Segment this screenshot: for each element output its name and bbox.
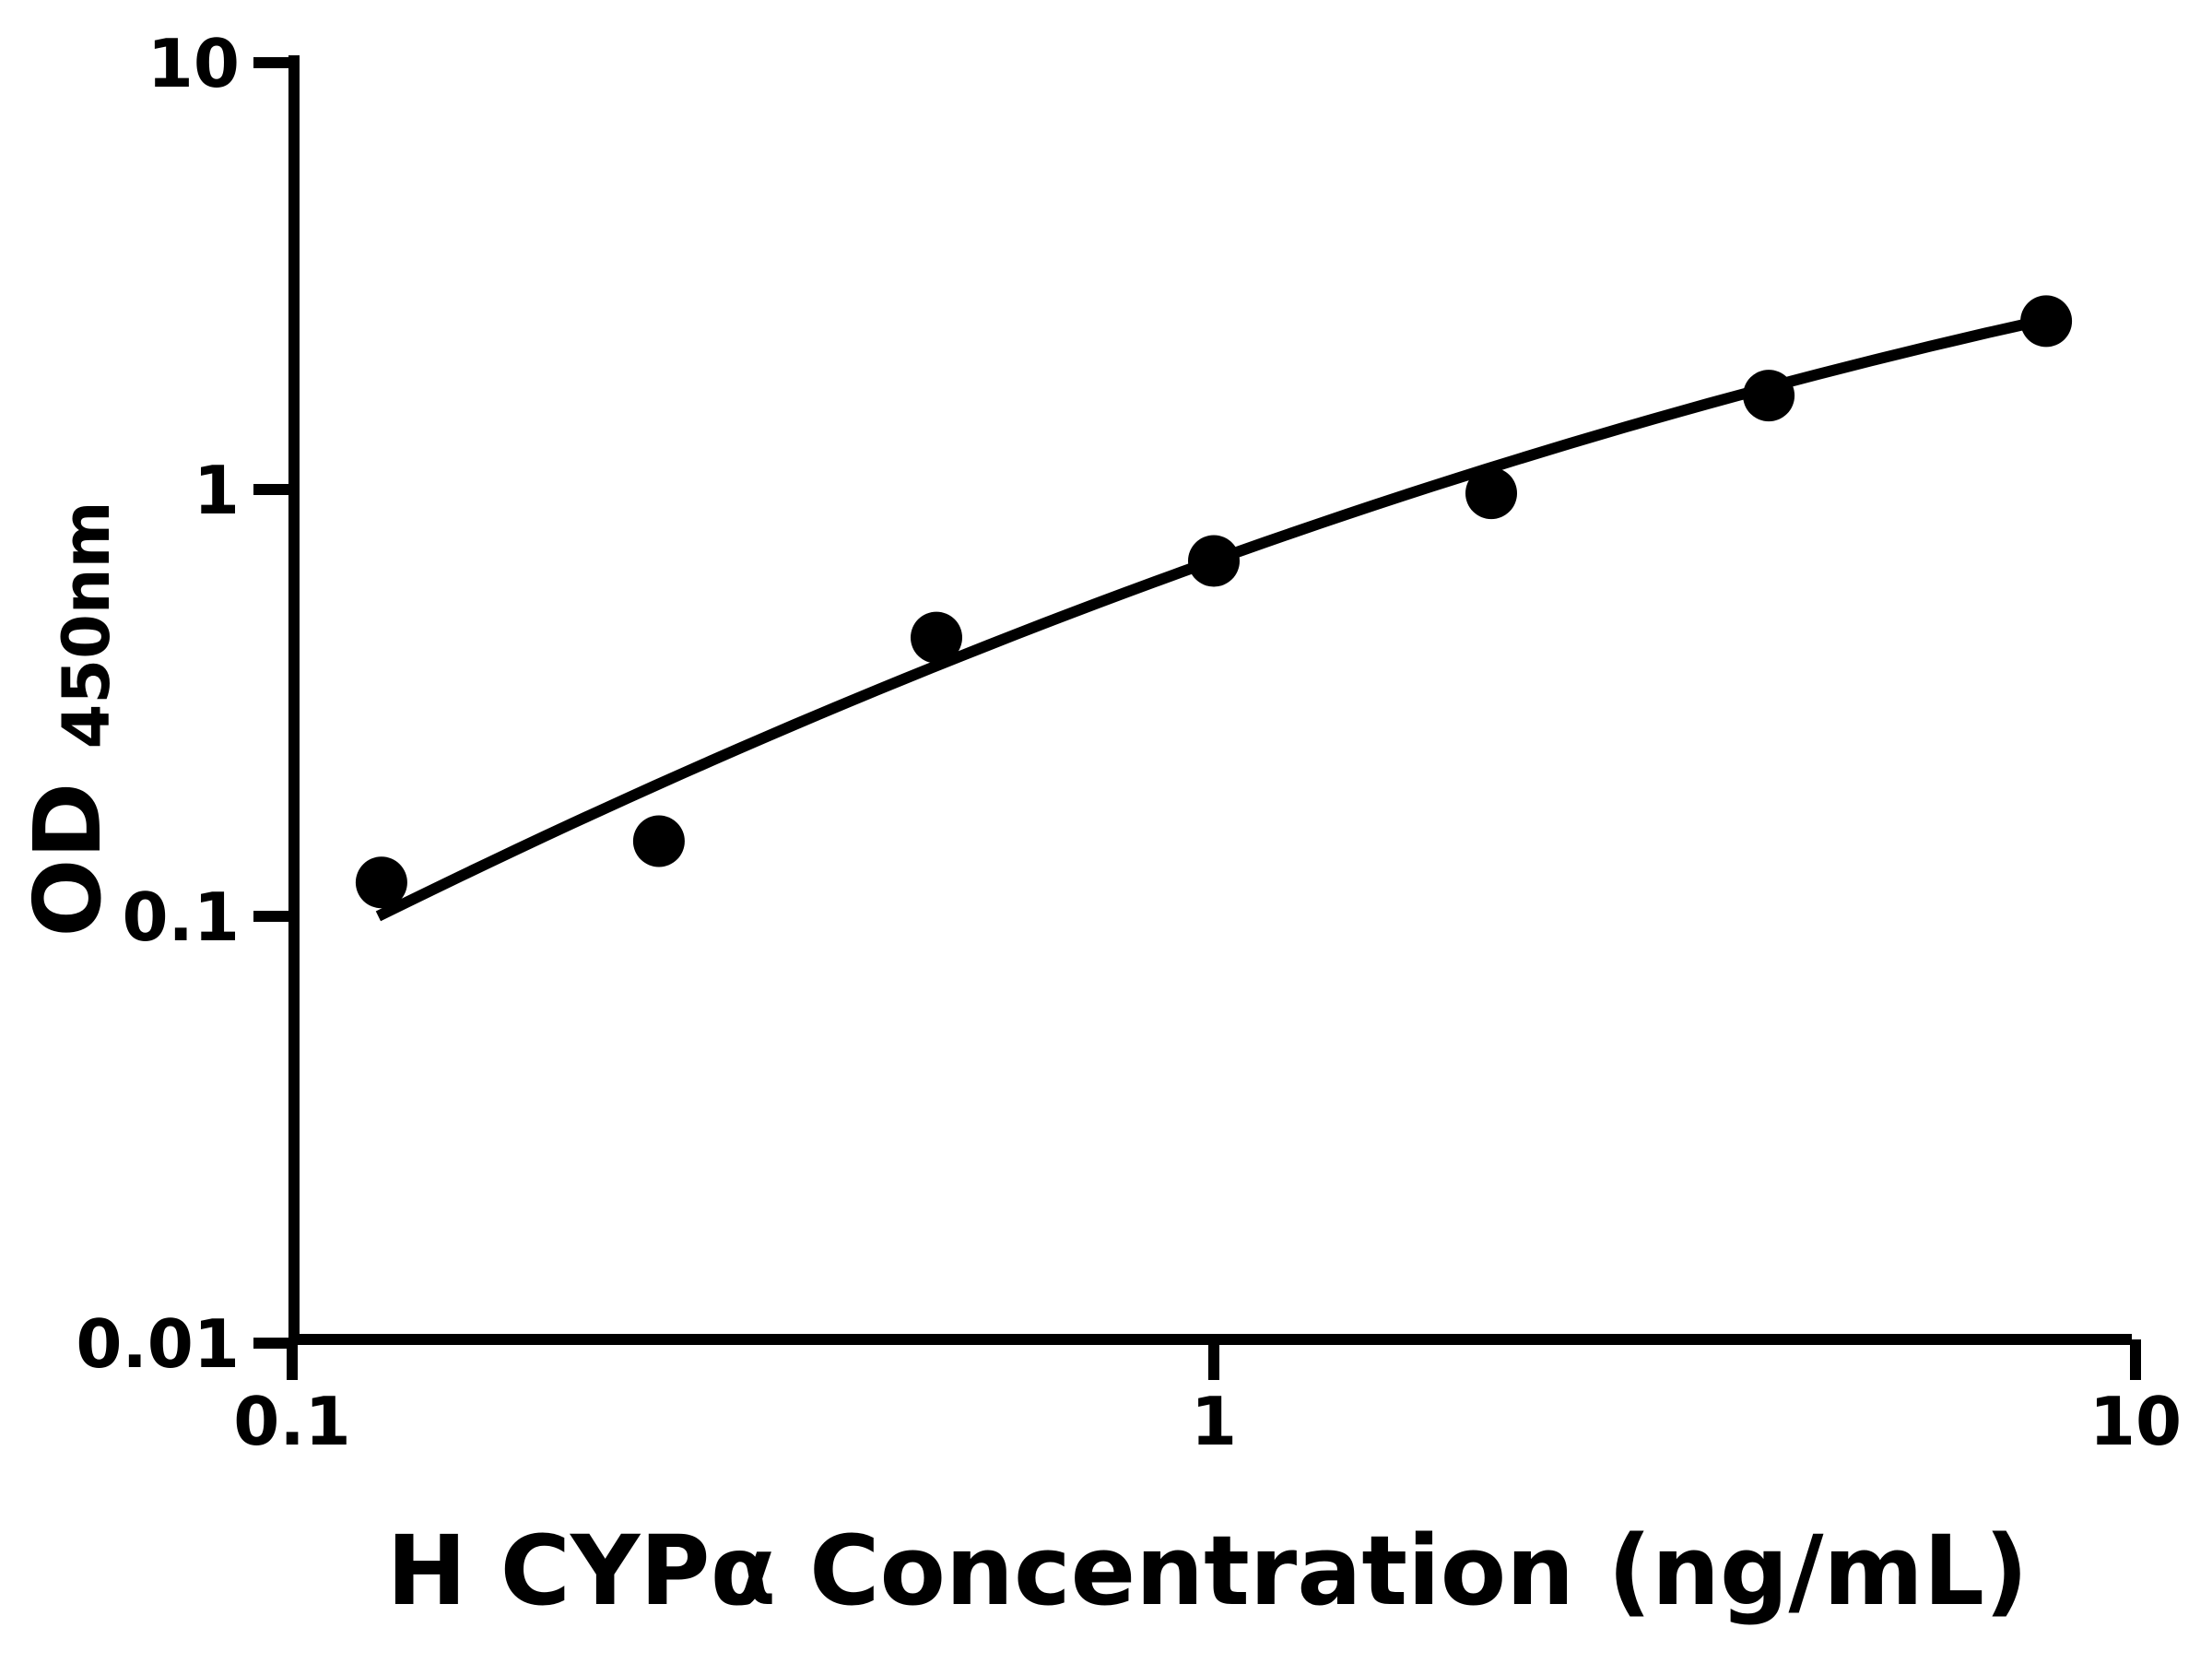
data-point [2020,295,2073,348]
y-tick-label: 1 [194,452,240,529]
y-axis-ticks: 10 1 0.1 0.01 [76,25,294,1383]
x-axis-title: H CYPα Concentration (ng/mL) [386,1515,2028,1627]
data-point [911,611,962,664]
data-point [1743,370,1795,422]
data-point [632,815,685,867]
y-tick-label: 10 [147,25,240,102]
y-axis-title: OD 450nm [10,501,124,937]
y-axis-title-subscript: 450nm [49,501,124,749]
x-axis-ticks: 0.1 1 10 [233,1339,2182,1460]
y-tick-label: 0.1 [122,879,240,956]
x-tick-label: 1 [1191,1383,1237,1460]
y-axis-title-main: OD [14,783,122,938]
fitted-standard-curve [375,314,2042,922]
x-tick-label: 0.1 [233,1383,351,1460]
data-point [355,856,407,909]
x-tick-label: 10 [2089,1383,2182,1460]
data-points [355,295,2073,909]
axes [288,55,2132,1345]
data-point [1465,467,1517,520]
y-tick-label: 0.01 [76,1305,240,1383]
data-point [1188,535,1240,587]
